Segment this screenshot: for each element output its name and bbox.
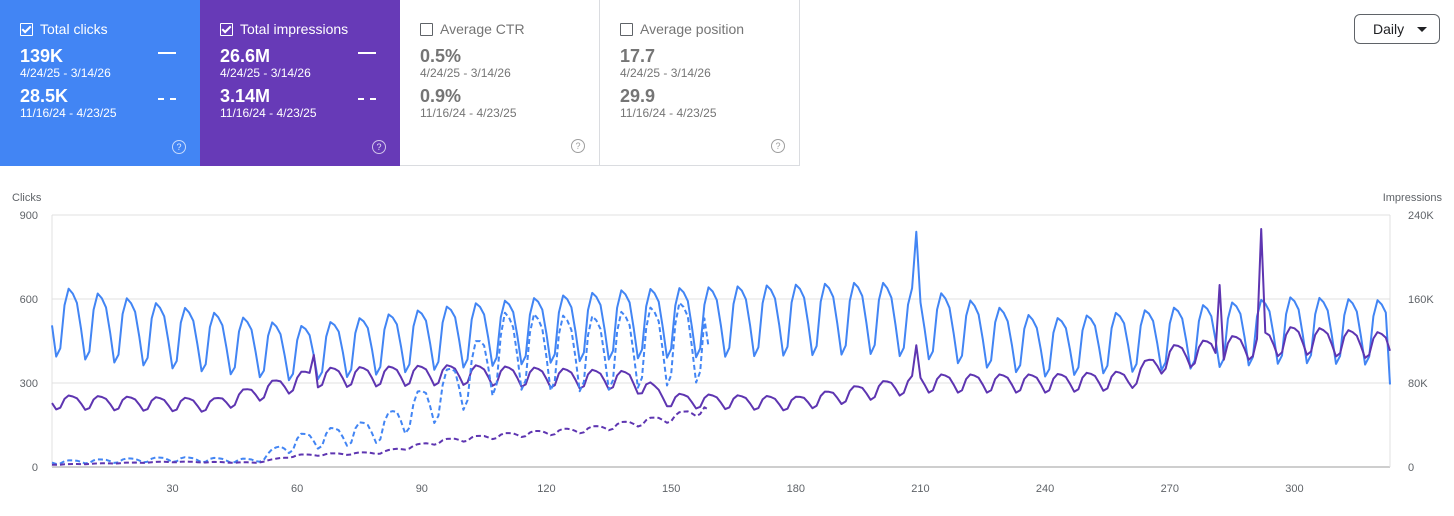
granularity-label: Daily	[1373, 21, 1405, 37]
card-header: Average position	[620, 20, 799, 38]
dashed-line-legend-icon	[158, 98, 176, 100]
x-tick-label: 30	[166, 483, 178, 495]
caret-down-icon	[1417, 27, 1427, 32]
series-line-clicks-current	[51, 230, 1391, 385]
checkbox-unchecked-icon[interactable]	[420, 22, 433, 36]
series-line-impressions-previous	[51, 406, 709, 466]
checkbox-unchecked-icon[interactable]	[620, 22, 633, 36]
average-position-card[interactable]: Average position 17.7 4/24/25 - 3/14/26 …	[600, 0, 800, 166]
card-header: Average CTR	[420, 20, 599, 38]
current-range: 4/24/25 - 3/14/26	[220, 66, 311, 80]
previous-value: 29.9	[620, 86, 656, 106]
left-tick-label: 300	[20, 378, 38, 390]
left-tick-label: 600	[20, 294, 38, 306]
total-impressions-card[interactable]: Total impressions 26.6M 4/24/25 - 3/14/2…	[200, 0, 400, 166]
previous-range: 11/16/24 - 4/23/25	[20, 106, 117, 120]
card-label: Average position	[640, 21, 745, 37]
x-tick-label: 210	[911, 483, 929, 495]
checkbox-checked-icon[interactable]	[20, 22, 33, 36]
help-icon[interactable]: ?	[372, 140, 386, 154]
dashed-line-legend-icon	[358, 98, 376, 100]
help-icon[interactable]: ?	[172, 140, 186, 154]
left-tick-label: 0	[32, 462, 38, 474]
right-tick-label: 0	[1408, 462, 1414, 474]
previous-range: 11/16/24 - 4/23/25	[220, 106, 317, 120]
current-value: 26.6M	[220, 46, 271, 66]
right-tick-label: 240K	[1408, 210, 1434, 222]
help-icon[interactable]: ?	[771, 139, 785, 153]
current-value: 139K	[20, 46, 64, 66]
card-label: Total impressions	[240, 21, 349, 37]
right-tick-label: 160K	[1408, 294, 1434, 306]
card-header: Total impressions	[220, 20, 400, 38]
previous-range: 11/16/24 - 4/23/25	[420, 106, 517, 120]
granularity-dropdown[interactable]: Daily	[1354, 14, 1440, 44]
series-line-impressions-current	[51, 228, 1391, 413]
right-axis-title: Impressions	[1383, 192, 1443, 204]
previous-range: 11/16/24 - 4/23/25	[620, 106, 717, 120]
current-range: 4/24/25 - 3/14/26	[20, 66, 111, 80]
x-tick-label: 90	[416, 483, 428, 495]
help-icon[interactable]: ?	[571, 139, 585, 153]
x-tick-label: 300	[1285, 483, 1303, 495]
current-value: 17.7	[620, 46, 656, 66]
current-range: 4/24/25 - 3/14/26	[620, 66, 711, 80]
metric-cards: Total clicks 139K 4/24/25 - 3/14/26 28.5…	[0, 0, 800, 166]
x-tick-label: 150	[662, 483, 680, 495]
previous-value: 0.9%	[420, 86, 462, 106]
left-axis-title: Clicks	[12, 192, 42, 204]
solid-line-legend-icon	[158, 52, 176, 54]
solid-line-legend-icon	[358, 52, 376, 54]
previous-value: 28.5K	[20, 86, 69, 106]
x-tick-label: 60	[291, 483, 303, 495]
current-value: 0.5%	[420, 46, 462, 66]
x-tick-label: 120	[537, 483, 555, 495]
card-label: Total clicks	[40, 21, 108, 37]
performance-chart: Clicks Impressions 0 0 300 80K 600 160K 900 240K 3…	[12, 192, 1443, 495]
right-tick-label: 80K	[1408, 378, 1428, 390]
previous-value: 3.14M	[220, 86, 271, 106]
x-tick-label: 180	[787, 483, 805, 495]
card-header: Total clicks	[20, 20, 200, 38]
total-clicks-card[interactable]: Total clicks 139K 4/24/25 - 3/14/26 28.5…	[0, 0, 200, 166]
series-line-clicks-previous	[51, 301, 710, 465]
x-tick-label: 270	[1161, 483, 1179, 495]
x-tick-label: 240	[1036, 483, 1054, 495]
average-ctr-card[interactable]: Average CTR 0.5% 4/24/25 - 3/14/26 0.9% …	[400, 0, 600, 166]
current-range: 4/24/25 - 3/14/26	[420, 66, 511, 80]
left-tick-label: 900	[20, 210, 38, 222]
checkbox-checked-icon[interactable]	[220, 22, 233, 36]
card-label: Average CTR	[440, 21, 525, 37]
